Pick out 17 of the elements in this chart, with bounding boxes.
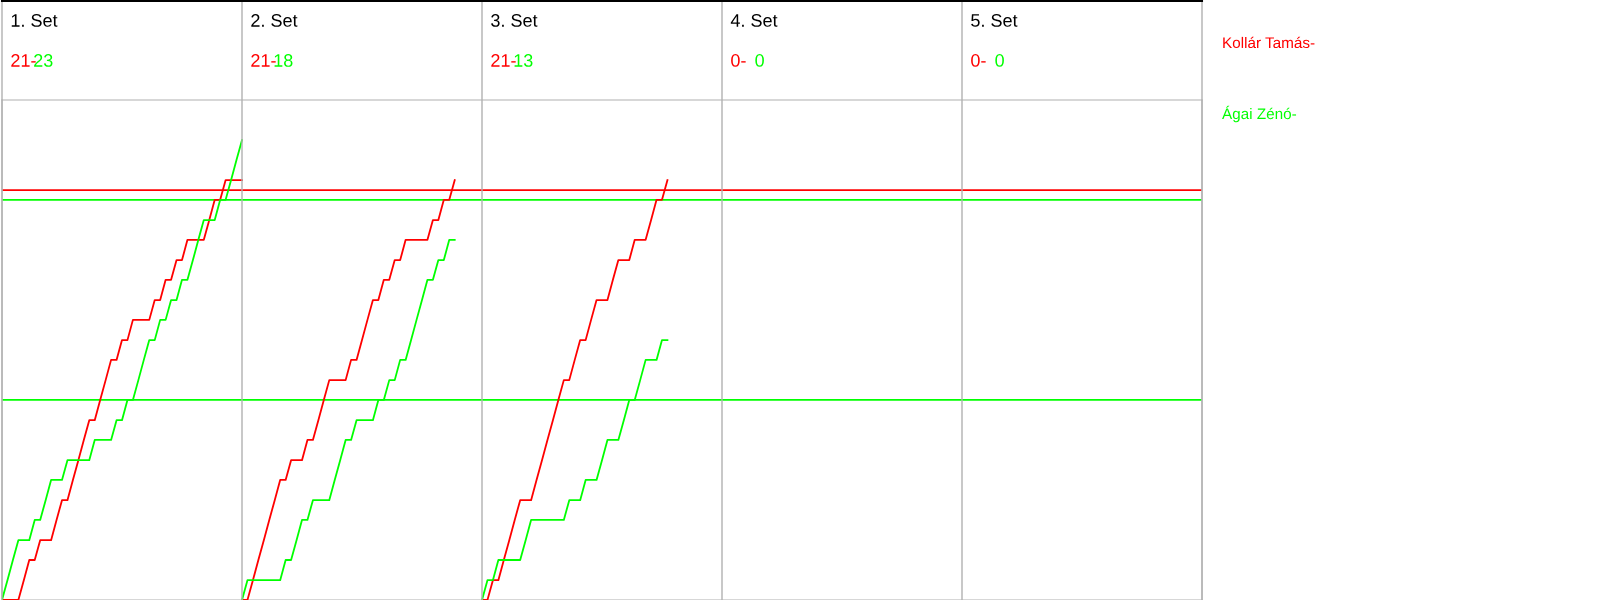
text: 21- [251, 54, 276, 67]
text: 0 [995, 54, 1004, 67]
text: 21- [11, 54, 36, 67]
text: 0- [731, 54, 746, 67]
text: 4. Set [730, 14, 778, 27]
text: 5. Set [971, 14, 1018, 27]
text: Ágai Zénó- [1222, 105, 1297, 123]
text: 23 [34, 54, 53, 67]
text: 21- [491, 54, 516, 67]
text: 2. Set [251, 14, 298, 27]
text: 1. Set [11, 14, 58, 27]
text: 0 [755, 54, 764, 67]
text: Kollár Tamás- [1223, 36, 1315, 49]
text: 18 [274, 54, 293, 67]
text: 3. Set [491, 14, 538, 27]
text: 0- [971, 54, 986, 67]
text: 13 [514, 54, 533, 67]
